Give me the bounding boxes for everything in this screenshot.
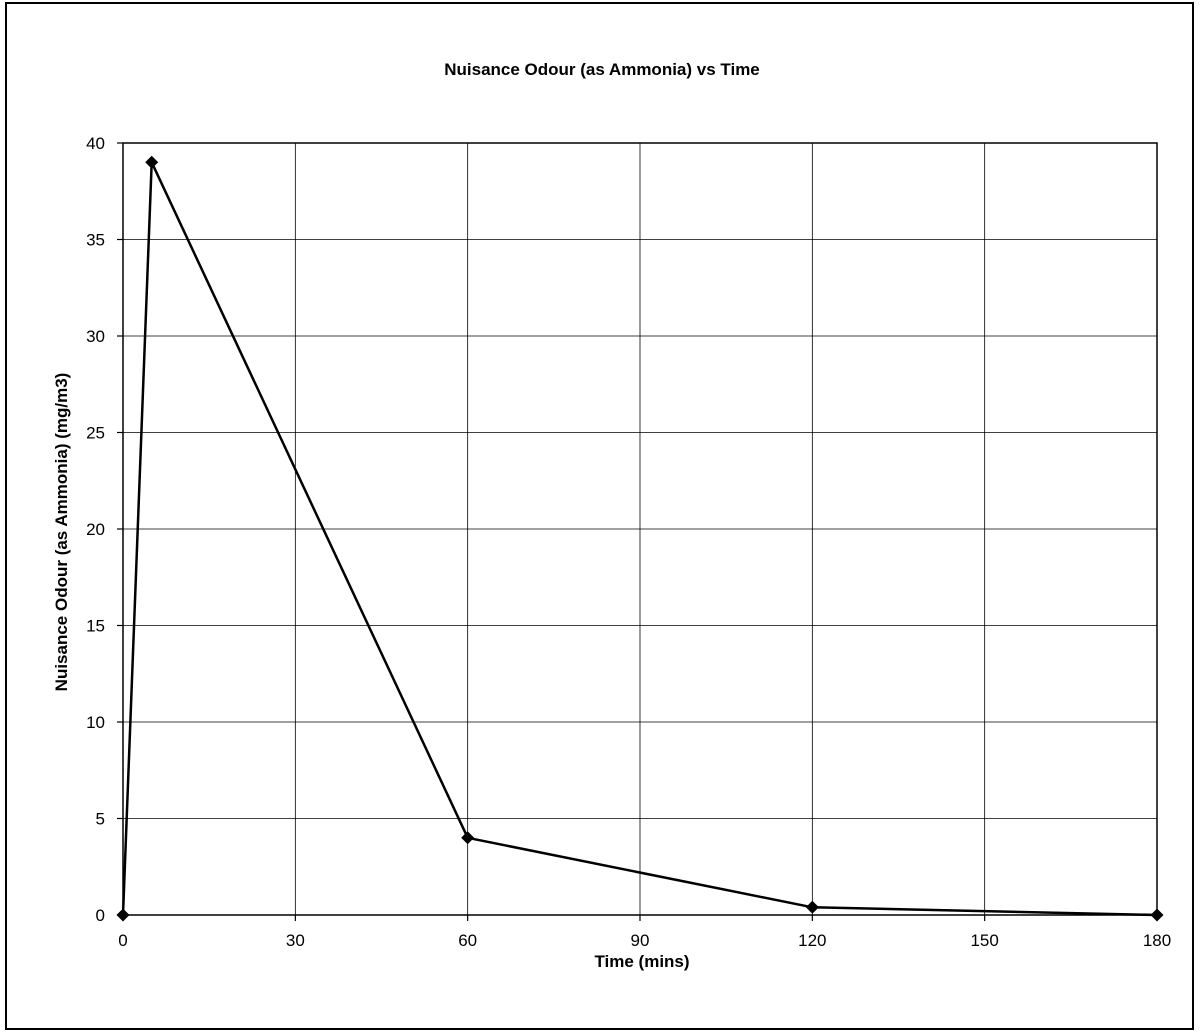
x-tick-label: 180 xyxy=(1143,931,1171,950)
x-tick-label: 150 xyxy=(970,931,998,950)
y-tick-label: 0 xyxy=(96,906,105,925)
gridlines xyxy=(122,142,1158,916)
x-tick-label: 30 xyxy=(286,931,305,950)
y-tick-label: 10 xyxy=(86,713,105,732)
data-point-marker xyxy=(145,155,159,169)
y-tick-label: 15 xyxy=(86,617,105,636)
y-axis-ticks: 0 5 10 15 20 25 30 35 40 xyxy=(86,134,123,925)
x-tick-label: 120 xyxy=(798,931,826,950)
y-tick-label: 25 xyxy=(86,424,105,443)
y-axis-title: Nuisance Odour (as Ammonia) (mg/m3) xyxy=(52,373,71,692)
y-tick-label: 30 xyxy=(86,327,105,346)
data-point-marker xyxy=(461,831,475,845)
data-point-marker xyxy=(1150,908,1164,922)
chart-frame: Nuisance Odour (as Ammonia) vs Time 0 5 10… xyxy=(5,2,1194,1030)
y-tick-label: 35 xyxy=(86,231,105,250)
x-tick-label: 0 xyxy=(118,931,127,950)
chart-title: Nuisance Odour (as Ammonia) vs Time xyxy=(444,60,760,79)
y-tick-label: 20 xyxy=(86,520,105,539)
series-layer xyxy=(116,155,1164,922)
y-tick-label: 5 xyxy=(96,810,105,829)
y-tick-label: 40 xyxy=(86,134,105,153)
line-chart: Nuisance Odour (as Ammonia) vs Time 0 5 10… xyxy=(52,60,1171,971)
x-axis-title: Time (mins) xyxy=(594,952,689,971)
data-point-marker xyxy=(116,908,130,922)
x-axis-ticks: 0 30 60 90 120 150 180 xyxy=(118,915,1171,950)
x-tick-label: 90 xyxy=(631,931,650,950)
x-tick-label: 60 xyxy=(458,931,477,950)
data-point-marker xyxy=(805,900,819,914)
